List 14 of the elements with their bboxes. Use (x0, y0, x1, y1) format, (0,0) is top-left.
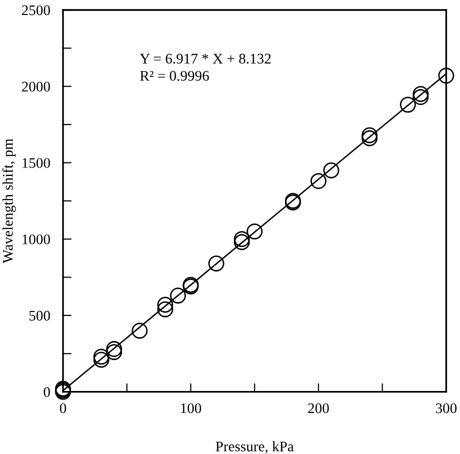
y-tick-label: 2500 (22, 5, 50, 16)
x-tick-label: 300 (436, 403, 457, 414)
x-tick-label: 200 (308, 403, 329, 414)
y-axis-title: Wavelength shift, pm (2, 138, 16, 264)
x-axis-title: Pressure, kPa (216, 441, 294, 454)
y-tick-label: 1000 (22, 234, 50, 244)
x-tick-label: 100 (181, 403, 202, 414)
y-tick-label: 1500 (22, 158, 50, 168)
y-tick-label: 2000 (22, 82, 50, 92)
y-tick-label: 0 (44, 387, 50, 398)
annotation: Y = 6.917 * X + 8.132 (140, 54, 271, 64)
y-tick-label: 500 (29, 310, 50, 321)
x-tick-label: 0 (60, 403, 66, 414)
annotation: R² = 0.9996 (140, 70, 209, 81)
